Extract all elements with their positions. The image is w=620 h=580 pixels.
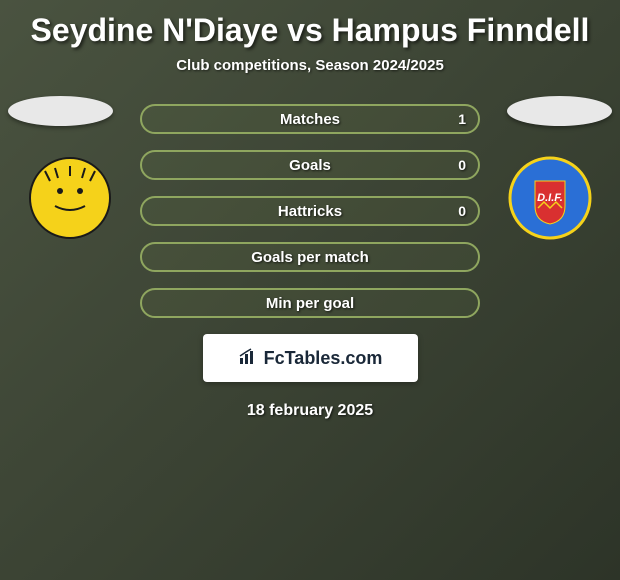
stat-value-right: 0 xyxy=(458,157,466,173)
stat-row-hattricks: Hattricks 0 xyxy=(140,196,480,226)
chart-icon xyxy=(238,348,258,369)
brand-text: FcTables.com xyxy=(264,348,383,369)
stat-row-min-per-goal: Min per goal xyxy=(140,288,480,318)
svg-text:D.I.F.: D.I.F. xyxy=(537,192,563,204)
stat-label: Goals xyxy=(289,157,331,174)
club-badge-right: D.I.F. xyxy=(500,156,600,241)
stat-label: Hattricks xyxy=(278,203,342,220)
stat-value-right: 0 xyxy=(458,203,466,219)
stat-label: Min per goal xyxy=(266,295,354,312)
subtitle: Club competitions, Season 2024/2025 xyxy=(0,57,620,74)
stat-row-goals: Goals 0 xyxy=(140,150,480,180)
stat-row-matches: Matches 1 xyxy=(140,104,480,134)
page-title: Seydine N'Diaye vs Hampus Finndell xyxy=(0,0,620,49)
stat-label: Matches xyxy=(280,111,340,128)
stats-container: D.I.F. Matches 1 Goals 0 Hattricks 0 Goa… xyxy=(0,104,620,318)
player-right-avatar xyxy=(507,96,612,126)
stat-value-right: 1 xyxy=(458,111,466,127)
brand-box: FcTables.com xyxy=(203,334,418,382)
player-left-avatar xyxy=(8,96,113,126)
stat-label: Goals per match xyxy=(251,249,369,266)
stat-row-goals-per-match: Goals per match xyxy=(140,242,480,272)
date-text: 18 february 2025 xyxy=(0,402,620,420)
club-badge-left xyxy=(20,156,120,241)
